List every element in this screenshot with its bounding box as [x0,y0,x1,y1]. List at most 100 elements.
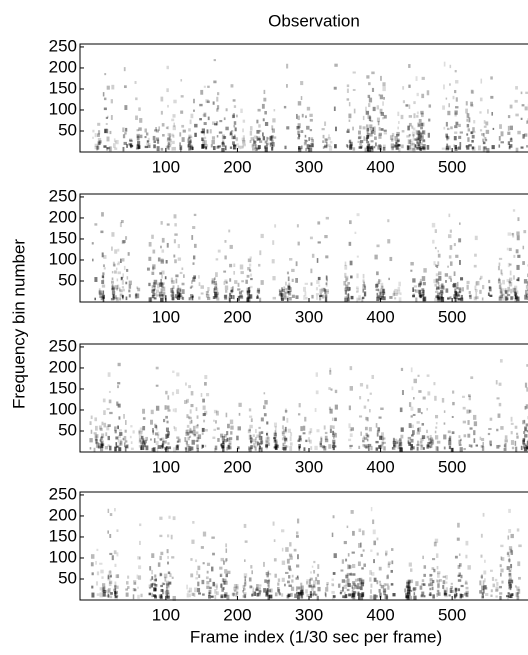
texture [402,100,406,104]
texture [346,98,350,101]
texture [273,435,277,438]
texture [106,85,110,90]
texture [138,565,142,570]
texture [453,294,456,299]
texture [281,577,285,582]
texture [359,143,362,146]
texture [257,145,261,150]
texture [273,558,277,562]
texture [510,422,514,425]
texture [99,427,103,431]
texture [187,590,191,593]
texture [214,583,218,588]
texture [343,287,347,292]
texture [344,261,347,266]
texture [156,146,160,152]
texture [220,583,223,588]
texture [298,435,302,440]
texture [284,437,288,441]
texture [511,579,514,584]
texture [376,105,380,110]
texture [508,570,512,573]
texture [298,438,302,442]
texture [142,438,145,443]
texture [225,108,228,112]
texture [446,143,449,147]
texture [362,437,366,443]
texture [339,591,343,595]
texture [483,585,487,590]
texture [289,565,292,569]
texture [460,584,464,588]
texture [325,289,329,293]
texture [313,590,316,596]
texture [434,435,439,440]
texture [159,555,162,561]
texture [393,443,396,447]
texture [122,288,125,292]
texture [378,144,382,147]
texture [98,141,101,146]
texture [130,425,133,428]
texture [221,142,226,147]
texture [287,284,290,289]
texture [139,431,143,435]
texture [473,296,477,301]
texture [255,436,257,441]
texture [281,529,285,533]
texture [508,573,511,576]
texture [522,134,525,139]
texture [309,428,313,433]
texture [116,552,119,557]
texture [90,562,94,567]
texture [220,594,224,598]
texture [455,291,460,297]
texture [481,446,485,451]
texture [410,147,413,152]
texture [498,136,501,141]
texture [300,426,303,432]
texture [300,96,303,101]
texture [396,289,401,295]
texture [271,128,275,133]
texture [178,287,182,292]
texture [113,588,116,592]
texture [96,439,98,444]
texture [204,444,207,448]
texture [236,435,239,441]
texture [394,297,397,300]
texture [434,395,437,401]
texture [423,565,427,569]
texture [152,249,156,254]
texture [328,406,331,410]
texture [304,140,309,143]
texture [294,593,298,598]
texture [446,127,450,131]
texture [106,128,109,134]
texture [406,585,408,588]
texture [321,128,325,131]
texture [436,589,440,593]
texture [378,445,382,449]
texture [262,136,266,141]
texture [309,118,313,122]
texture [399,438,402,441]
texture [525,91,528,94]
texture [435,426,438,429]
texture [117,445,121,448]
texture [311,592,315,596]
texture [179,142,181,146]
texture [102,290,105,295]
texture [233,583,238,588]
texture [399,446,403,452]
texture [171,391,175,396]
texture [300,130,304,133]
texture [137,594,140,599]
texture [297,115,300,121]
x-tick-label: 500 [438,457,466,476]
texture [349,433,353,438]
texture [300,591,305,596]
texture [458,123,461,128]
texture [507,558,511,562]
texture [274,446,278,450]
